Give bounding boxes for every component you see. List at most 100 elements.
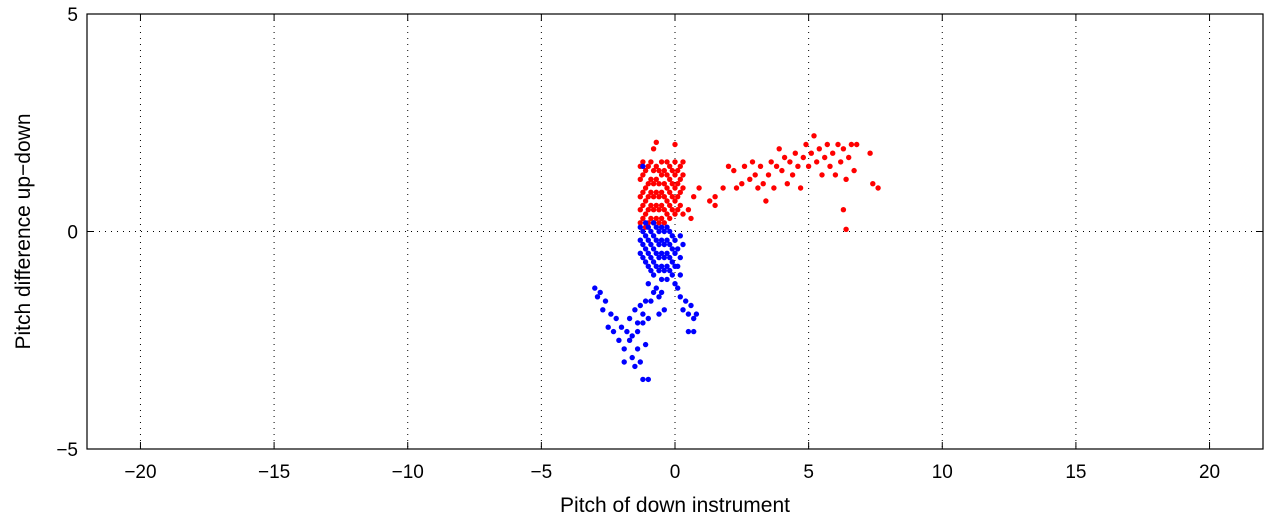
data-point <box>645 263 651 269</box>
data-point <box>811 133 817 139</box>
data-point <box>640 311 646 317</box>
data-point <box>600 307 606 313</box>
x-tick-label: 10 <box>932 462 953 483</box>
data-point <box>621 359 627 365</box>
y-tick-label: 0 <box>67 223 78 244</box>
data-point <box>757 163 764 169</box>
data-point <box>648 254 654 261</box>
data-point <box>664 250 670 256</box>
data-point <box>645 250 651 256</box>
data-point <box>640 376 646 383</box>
data-point <box>771 185 777 191</box>
data-point <box>840 207 847 213</box>
data-point <box>669 194 675 200</box>
data-point <box>642 246 649 252</box>
data-point <box>650 272 657 278</box>
axis-ticks: −20 −15 −10 −5 0 5 10 15 20 −5 0 5 <box>56 5 1263 483</box>
data-point <box>656 194 662 200</box>
data-point <box>680 307 686 313</box>
data-point <box>637 194 643 200</box>
data-point <box>632 307 638 313</box>
data-point <box>843 176 849 182</box>
data-point <box>650 167 657 174</box>
data-point <box>648 298 654 304</box>
data-point <box>640 228 646 235</box>
data-point <box>648 159 654 165</box>
data-point <box>658 237 665 243</box>
data-point <box>800 154 806 161</box>
data-point <box>661 241 667 248</box>
data-point <box>843 226 849 232</box>
data-point <box>656 181 662 187</box>
data-point <box>824 141 830 148</box>
data-point <box>634 320 641 326</box>
data-point <box>653 224 659 230</box>
data-point <box>624 328 630 335</box>
data-point <box>661 194 667 200</box>
data-point <box>688 302 694 309</box>
data-point <box>667 176 673 182</box>
y-tick-label: −5 <box>56 440 78 461</box>
data-point <box>875 185 881 191</box>
data-point <box>797 185 804 191</box>
x-tick-label: 0 <box>670 462 681 483</box>
data-point <box>658 189 665 195</box>
data-point <box>712 202 718 209</box>
data-point <box>672 172 678 178</box>
data-point <box>629 333 635 339</box>
data-point <box>693 311 700 317</box>
data-point <box>667 254 673 261</box>
data-point <box>848 141 855 148</box>
data-point <box>640 163 646 169</box>
data-point <box>592 285 598 291</box>
data-point <box>650 146 657 152</box>
x-tick-label: −20 <box>124 462 156 483</box>
data-point <box>680 241 686 248</box>
data-point <box>819 172 825 178</box>
data-point <box>637 220 643 226</box>
data-point <box>656 254 662 261</box>
x-tick-label: 5 <box>803 462 814 483</box>
grid-lines <box>87 14 1263 449</box>
data-point <box>672 185 678 191</box>
data-point <box>675 263 681 269</box>
data-point <box>653 285 659 291</box>
data-point <box>669 272 675 278</box>
data-point <box>669 246 675 252</box>
data-point <box>648 228 654 235</box>
data-point <box>667 241 673 248</box>
data-point <box>658 263 665 269</box>
data-point <box>605 324 611 330</box>
data-point <box>642 220 649 226</box>
data-point <box>637 359 643 365</box>
y-tick-label: 5 <box>67 5 78 26</box>
data-point <box>650 233 657 239</box>
data-point <box>653 250 659 256</box>
data-point <box>675 207 681 213</box>
data-point <box>664 198 670 204</box>
data-point <box>731 167 737 174</box>
data-point <box>789 172 796 178</box>
data-point <box>749 159 756 165</box>
data-point <box>760 181 766 187</box>
data-point <box>661 254 667 261</box>
data-point <box>781 154 788 161</box>
data-point <box>691 315 697 322</box>
data-point <box>664 185 670 191</box>
data-point <box>645 315 651 322</box>
data-point <box>675 167 681 174</box>
data-point <box>808 150 814 156</box>
data-point <box>741 163 748 169</box>
data-point <box>664 159 670 165</box>
data-point <box>656 241 662 248</box>
data-point <box>656 167 662 174</box>
data-point <box>672 281 678 287</box>
data-point <box>602 298 609 304</box>
data-point <box>637 224 643 230</box>
data-point <box>683 298 689 304</box>
x-tick-label: 15 <box>1065 462 1086 483</box>
data-point <box>613 315 619 322</box>
data-point <box>677 272 683 278</box>
data-point <box>870 181 876 187</box>
